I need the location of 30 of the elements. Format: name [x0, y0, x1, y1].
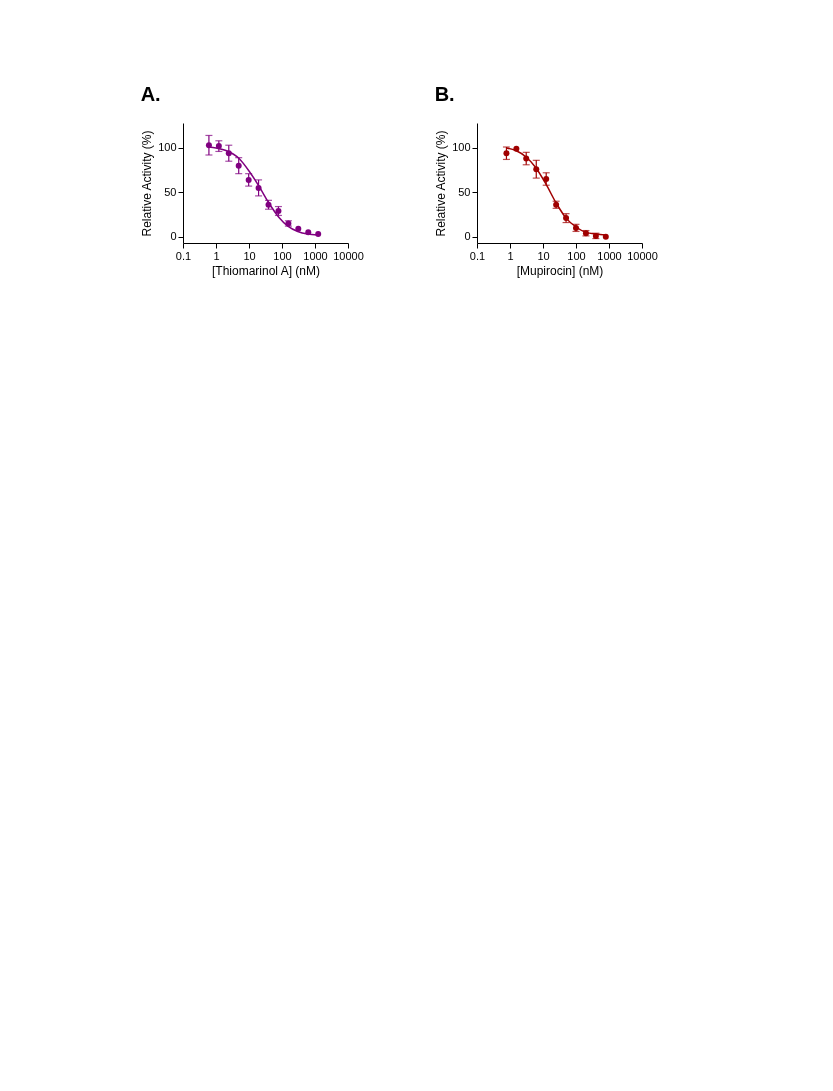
point [503, 150, 510, 157]
x-tick-label: 1 [507, 249, 514, 262]
x-tick-label: 0.1 [175, 249, 192, 262]
x-tick-label: 100 [273, 249, 292, 262]
point [543, 176, 550, 182]
x-tick-label: 1000 [303, 249, 328, 262]
x-axis-title: [Thiomarinol A] (nM) [211, 263, 321, 278]
y-tick-label: 0 [464, 230, 471, 243]
point [205, 142, 212, 149]
y-tick-label: 100 [452, 141, 471, 154]
y-axis-title: Relative Activity (%) [434, 130, 449, 237]
x-tick-label: 10000 [627, 249, 658, 262]
point [245, 176, 252, 183]
x-axis-title: [Mupirocin] (nM) [516, 263, 604, 278]
x-tick-label: 0.1 [469, 249, 486, 262]
x-tick-label: 10 [537, 249, 550, 262]
x-tick-label: 1 [213, 249, 220, 262]
chart-title: B. [434, 83, 455, 105]
x-tick-label: 1000 [597, 249, 622, 262]
y-tick-label: 50 [164, 185, 177, 198]
y-tick-label: 100 [158, 141, 177, 154]
point [295, 225, 302, 232]
x-tick-label: 10000 [333, 249, 364, 262]
y-axis-title: Relative Activity (%) [140, 130, 155, 237]
chart-title: A. [140, 83, 161, 105]
y-tick-label: 50 [458, 185, 471, 198]
point [235, 162, 242, 169]
y-tick-label: 0 [170, 230, 177, 243]
x-tick-label: 100 [567, 249, 586, 262]
x-tick-label: 10 [243, 249, 256, 262]
